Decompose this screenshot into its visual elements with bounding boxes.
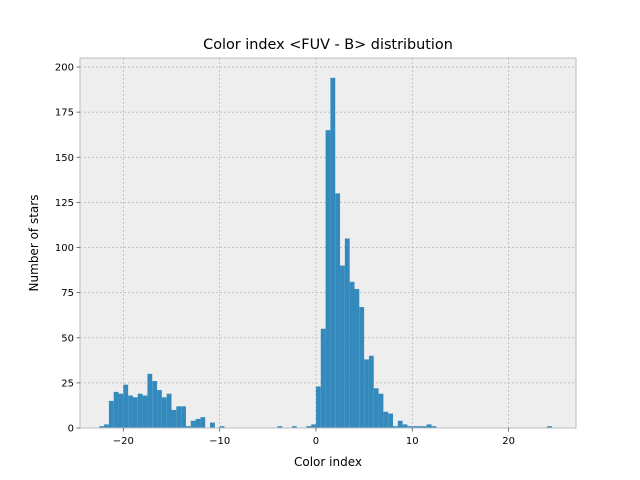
y-tick-label: 25 <box>61 378 74 389</box>
histogram-bar <box>137 393 143 428</box>
histogram-bar <box>147 373 153 428</box>
x-tick-label: 20 <box>502 436 515 447</box>
histogram-bar <box>132 397 138 428</box>
x-axis-label: Color index <box>294 455 362 469</box>
histogram-bar <box>200 417 206 428</box>
histogram-bar <box>142 395 148 428</box>
histogram-bar <box>388 413 394 428</box>
histogram-bar <box>373 388 379 428</box>
histogram-bar <box>108 400 114 428</box>
histogram-bar <box>378 393 384 428</box>
histogram-bar <box>277 426 283 428</box>
y-tick-label: 200 <box>55 63 74 74</box>
histogram-bar <box>397 420 403 428</box>
histogram-bar <box>412 426 418 428</box>
histogram-bar <box>118 393 124 428</box>
x-axis-ticks: −20 −10 0 10 20 <box>113 428 515 447</box>
histogram-bar <box>393 426 398 428</box>
histogram-bar <box>359 307 365 428</box>
histogram-bar <box>161 397 167 428</box>
y-tick-label: 0 <box>68 424 74 435</box>
y-axis-ticks: 0 25 50 75 100 125 150 175 200 <box>55 63 80 435</box>
histogram-bar <box>128 395 133 428</box>
y-tick-label: 175 <box>55 108 74 119</box>
histogram-bar <box>402 424 408 428</box>
plot-frame <box>79 57 577 429</box>
histogram-bar <box>99 426 105 428</box>
histogram-bar <box>368 355 374 428</box>
histogram-bar <box>176 406 182 428</box>
histogram-bar <box>325 130 331 428</box>
histogram-bar <box>344 238 350 428</box>
histogram-bar <box>547 426 552 428</box>
histogram-bar <box>157 390 162 428</box>
histogram-bar <box>349 281 355 428</box>
histogram-bars <box>99 77 552 428</box>
y-tick-label: 75 <box>61 288 74 299</box>
histogram-bar <box>417 426 422 428</box>
histogram-bar <box>171 409 177 428</box>
histogram-bar <box>190 420 196 428</box>
y-axis-label: Number of stars <box>27 195 41 292</box>
histogram-bar <box>407 426 413 428</box>
y-tick-label: 50 <box>61 333 74 344</box>
histogram-bar <box>306 426 312 428</box>
histogram-bar <box>210 422 215 428</box>
histogram-bar <box>426 424 432 428</box>
histogram-bar <box>181 406 186 428</box>
histogram-bar <box>364 359 369 428</box>
histogram-bar <box>330 77 336 428</box>
chart-title: Color index <FUV - B> distribution <box>203 37 453 53</box>
histogram-bar <box>219 426 225 428</box>
histogram-bar <box>320 328 326 428</box>
x-tick-label: −20 <box>113 436 134 447</box>
histogram-bar <box>311 424 316 428</box>
y-tick-label: 125 <box>55 198 74 209</box>
histogram-bar <box>335 193 341 428</box>
histogram-bar <box>195 418 201 428</box>
y-tick-label: 150 <box>55 153 74 164</box>
x-tick-label: 10 <box>406 436 419 447</box>
histogram-bar <box>166 393 172 428</box>
histogram-bar <box>291 426 297 428</box>
histogram-bar <box>431 426 437 428</box>
histogram-bar <box>354 289 360 428</box>
histogram-bar <box>315 386 321 428</box>
histogram-bar <box>340 265 345 428</box>
x-tick-label: −10 <box>209 436 230 447</box>
histogram-bar <box>113 391 119 428</box>
histogram-bar <box>104 424 109 428</box>
histogram-bar <box>185 426 191 428</box>
y-tick-label: 100 <box>55 243 74 254</box>
histogram-bar <box>383 411 389 428</box>
histogram-bar <box>421 426 427 428</box>
x-tick-label: 0 <box>313 436 319 447</box>
histogram-bar <box>152 381 158 428</box>
histogram-bar <box>123 384 129 428</box>
